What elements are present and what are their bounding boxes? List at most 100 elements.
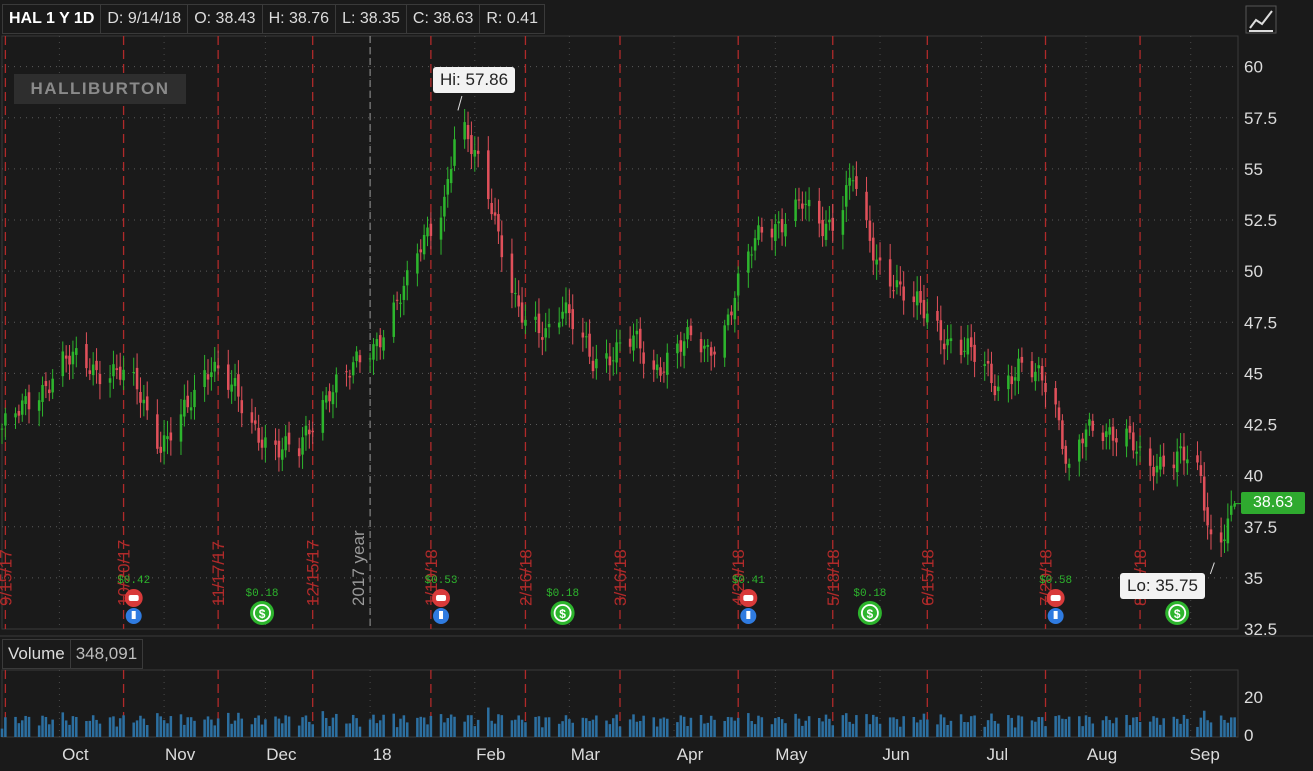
volume-bar	[591, 719, 595, 737]
volume-bar	[61, 712, 65, 737]
volume-bar	[1064, 719, 1068, 737]
volume-bar	[1044, 726, 1047, 737]
symbol-label[interactable]: HAL 1 Y 1D	[3, 5, 102, 33]
candle-body	[892, 290, 895, 292]
dividend-icon-glyph: $	[1174, 607, 1181, 621]
expiration-date-label: 6/15/18	[918, 549, 937, 606]
volume-label[interactable]: Volume	[3, 640, 71, 668]
volume-bar	[274, 716, 277, 737]
dividend-icon-ring	[553, 604, 572, 622]
candle-body	[490, 202, 493, 215]
volume-bar	[1226, 722, 1230, 737]
candle-body	[1007, 375, 1010, 390]
candle-body	[1108, 427, 1111, 435]
volume-bar	[804, 720, 808, 737]
candle-body	[1078, 439, 1081, 462]
volume-bar	[844, 713, 848, 737]
volume-bar	[973, 715, 976, 737]
candle-body	[193, 389, 196, 408]
candle-body	[969, 337, 973, 348]
volume-bar	[946, 724, 949, 737]
volume-bar	[686, 726, 689, 737]
volume-bar	[4, 717, 7, 737]
volume-bar	[446, 718, 450, 737]
volume-bar	[753, 724, 757, 737]
candle-body	[328, 391, 331, 402]
volume-bar	[561, 721, 564, 737]
close-value: C: 38.63	[407, 5, 481, 33]
candle-body	[375, 339, 379, 347]
volume-bar	[71, 716, 75, 737]
drawing-tool-icon[interactable]	[1245, 5, 1277, 34]
candle-body	[514, 292, 517, 294]
candle-body	[537, 313, 541, 334]
conference-call-glyph	[1053, 611, 1058, 619]
volume-bar	[723, 720, 726, 737]
volume-bar	[186, 717, 190, 737]
candle-body	[95, 360, 98, 371]
x-tick-label: Sep	[1190, 745, 1220, 764]
volume-bar	[652, 717, 656, 737]
volume-bar	[662, 717, 666, 737]
volume-bar	[1067, 716, 1071, 737]
candle-body	[709, 347, 713, 356]
low-label: Lo: 35.75	[1120, 573, 1205, 599]
candle-body	[615, 342, 618, 363]
candle-body	[304, 425, 308, 436]
volume-bar	[1229, 717, 1233, 737]
volume-bar	[98, 723, 102, 737]
volume-bar	[108, 717, 112, 737]
volume-bar	[449, 714, 453, 737]
volume-bar	[399, 718, 402, 737]
volume-bar	[324, 717, 328, 737]
candle-body	[946, 339, 949, 346]
volume-bar	[95, 719, 98, 737]
candle-body	[348, 375, 352, 378]
candle-body	[1132, 432, 1135, 451]
candle-body	[635, 330, 639, 335]
volume-bar	[213, 725, 217, 737]
candle-body	[1223, 539, 1226, 542]
candle-body	[912, 296, 916, 303]
candle-body	[568, 304, 571, 314]
candle-body	[186, 395, 190, 408]
volume-bar	[1132, 717, 1135, 737]
candle-body	[1034, 371, 1037, 382]
volume-bar	[1030, 720, 1034, 737]
date-value: D: 9/14/18	[101, 5, 189, 33]
candle-body	[726, 314, 730, 326]
volume-bar	[588, 721, 591, 737]
volume-bar	[216, 718, 220, 737]
candle-body	[463, 122, 466, 140]
expiration-date-label: 2/16/18	[516, 549, 535, 606]
candle-body	[517, 295, 520, 307]
earnings-icon-glyph	[436, 595, 447, 601]
candle-body	[466, 125, 470, 140]
volume-bar	[304, 715, 308, 737]
volume-tick-label: 20	[1244, 688, 1263, 707]
volume-bar	[1125, 714, 1128, 737]
candle-body	[828, 219, 831, 223]
volume-bar	[993, 720, 997, 737]
conference-call-glyph	[746, 611, 751, 619]
candle-body	[584, 336, 588, 338]
candle-body	[1125, 428, 1128, 447]
candle-body	[169, 432, 173, 441]
volume-bar	[166, 723, 169, 737]
candle-body	[75, 348, 78, 355]
volume-bar	[1199, 717, 1203, 737]
volume-bar	[287, 716, 291, 737]
volume-bar	[0, 728, 4, 737]
volume-bar	[1115, 717, 1118, 737]
candle-body	[281, 449, 284, 460]
candle-body	[206, 374, 210, 380]
volume-bar	[41, 715, 44, 737]
volume-bar	[939, 714, 943, 737]
dividend-icon-ring	[861, 604, 879, 622]
volume-bar	[392, 713, 396, 737]
candle-body	[203, 370, 206, 388]
candle-body	[1162, 455, 1165, 467]
candle-body	[993, 385, 997, 396]
high-label: Hi: 57.86	[433, 67, 516, 93]
